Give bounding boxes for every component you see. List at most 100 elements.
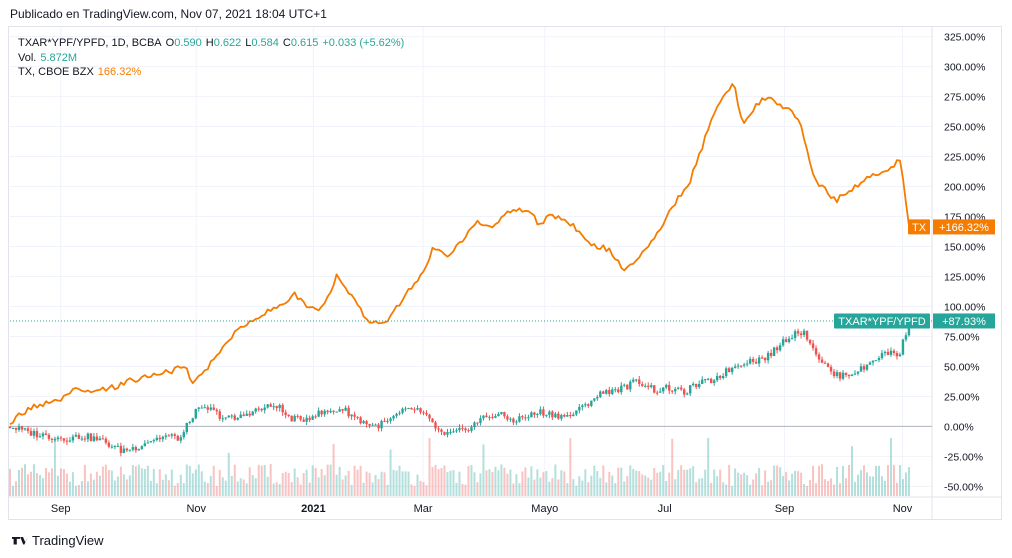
candle-body [104,438,108,443]
volume-bar [104,464,107,496]
volume-bar [440,468,443,496]
volume-bar [173,485,176,496]
volume-bar [206,483,209,496]
candle-body [359,417,362,424]
volume-bar [455,482,458,496]
x-tick-label: Sep [51,503,71,515]
volume-bar [773,465,776,496]
candle-body [859,366,863,372]
candle-body [311,416,314,420]
volume-bar [335,474,338,496]
candle-body [329,410,332,413]
volume-bar [743,472,746,496]
volume-bar [584,469,587,496]
candle-body [895,353,899,357]
candle-body [575,410,578,415]
candle-body [907,323,911,336]
volume-bar [692,466,695,496]
candle-body [554,413,557,418]
volume-bar [35,472,38,496]
volume-bar [107,470,110,496]
y-tick-label: -50.00% [944,481,983,493]
candle-body [769,352,773,356]
candle-body [811,343,815,349]
candle-body [766,352,770,361]
volume-bar [575,485,578,496]
candle-body [497,413,500,417]
candle-body [521,416,524,418]
candle-body [838,372,842,379]
candle-body [347,407,350,417]
series-line-tx [9,83,910,426]
candle-body [823,362,827,364]
volume-label: Vol. [18,51,37,64]
volume-bar [194,469,197,496]
volume-bar [680,465,683,496]
candle-body [503,412,506,417]
candle-body [533,412,536,415]
candle-body [638,379,641,385]
volume-bar [860,470,863,496]
volume-bar [848,464,851,496]
volume-bar [581,480,584,496]
volume-bar [809,479,812,496]
legend-compare-row[interactable]: TX, CBOE BZX 166.32% [18,65,404,80]
volume-bar [14,481,17,496]
footer-brand[interactable]: TradingView [12,533,104,548]
volume-bar [11,485,14,496]
volume-bar [356,469,359,496]
candle-body [874,360,878,362]
candle-body [74,434,78,437]
candle-body [901,339,905,355]
candle-body [92,436,96,441]
volume-bar [224,480,227,496]
volume-bar [719,469,722,496]
volume-bar [101,466,104,496]
volume-bar [725,484,728,496]
volume-bar [545,470,548,496]
candle-body [80,438,84,440]
candle-body [599,391,602,398]
candle-body [671,390,674,392]
candle-body [197,407,200,409]
published-caption: Publicado en TradingView.com, Nov 07, 20… [10,7,327,21]
legend-volume-row[interactable]: Vol. 5.872M [18,51,404,66]
candle-body [272,406,275,408]
candle-body [314,416,317,418]
volume-bar [674,479,677,496]
volume-bar [299,484,302,496]
y-tick-label: 250.00% [944,122,985,134]
candle-body [805,330,809,340]
volume-bar [776,465,779,496]
volume-bar [416,474,419,496]
x-tick-label: Mar [414,503,433,515]
candle-body [763,358,767,361]
volume-bar [713,469,716,496]
candle-body [83,438,87,440]
volume-bar [587,482,590,496]
tx-value-tag [933,219,995,235]
candle-body [488,416,491,418]
candle-body [871,360,875,363]
volume-bar [398,465,401,496]
volume-bar [434,464,437,496]
candle-body [712,380,716,383]
candle-body [674,388,677,392]
candle-body [856,371,860,374]
candle-body [703,379,707,381]
volume-bar [521,471,524,496]
volume-bar [500,464,503,496]
volume-bar [290,481,293,496]
volume-bar [512,483,515,496]
volume-bar [868,476,871,496]
candle-body [65,440,69,442]
volume-bar [563,471,566,496]
candle-body [392,415,395,419]
candle-body [560,414,563,419]
chart-frame[interactable] [8,26,1002,520]
candle-body [209,407,212,410]
volume-bars [9,438,910,496]
